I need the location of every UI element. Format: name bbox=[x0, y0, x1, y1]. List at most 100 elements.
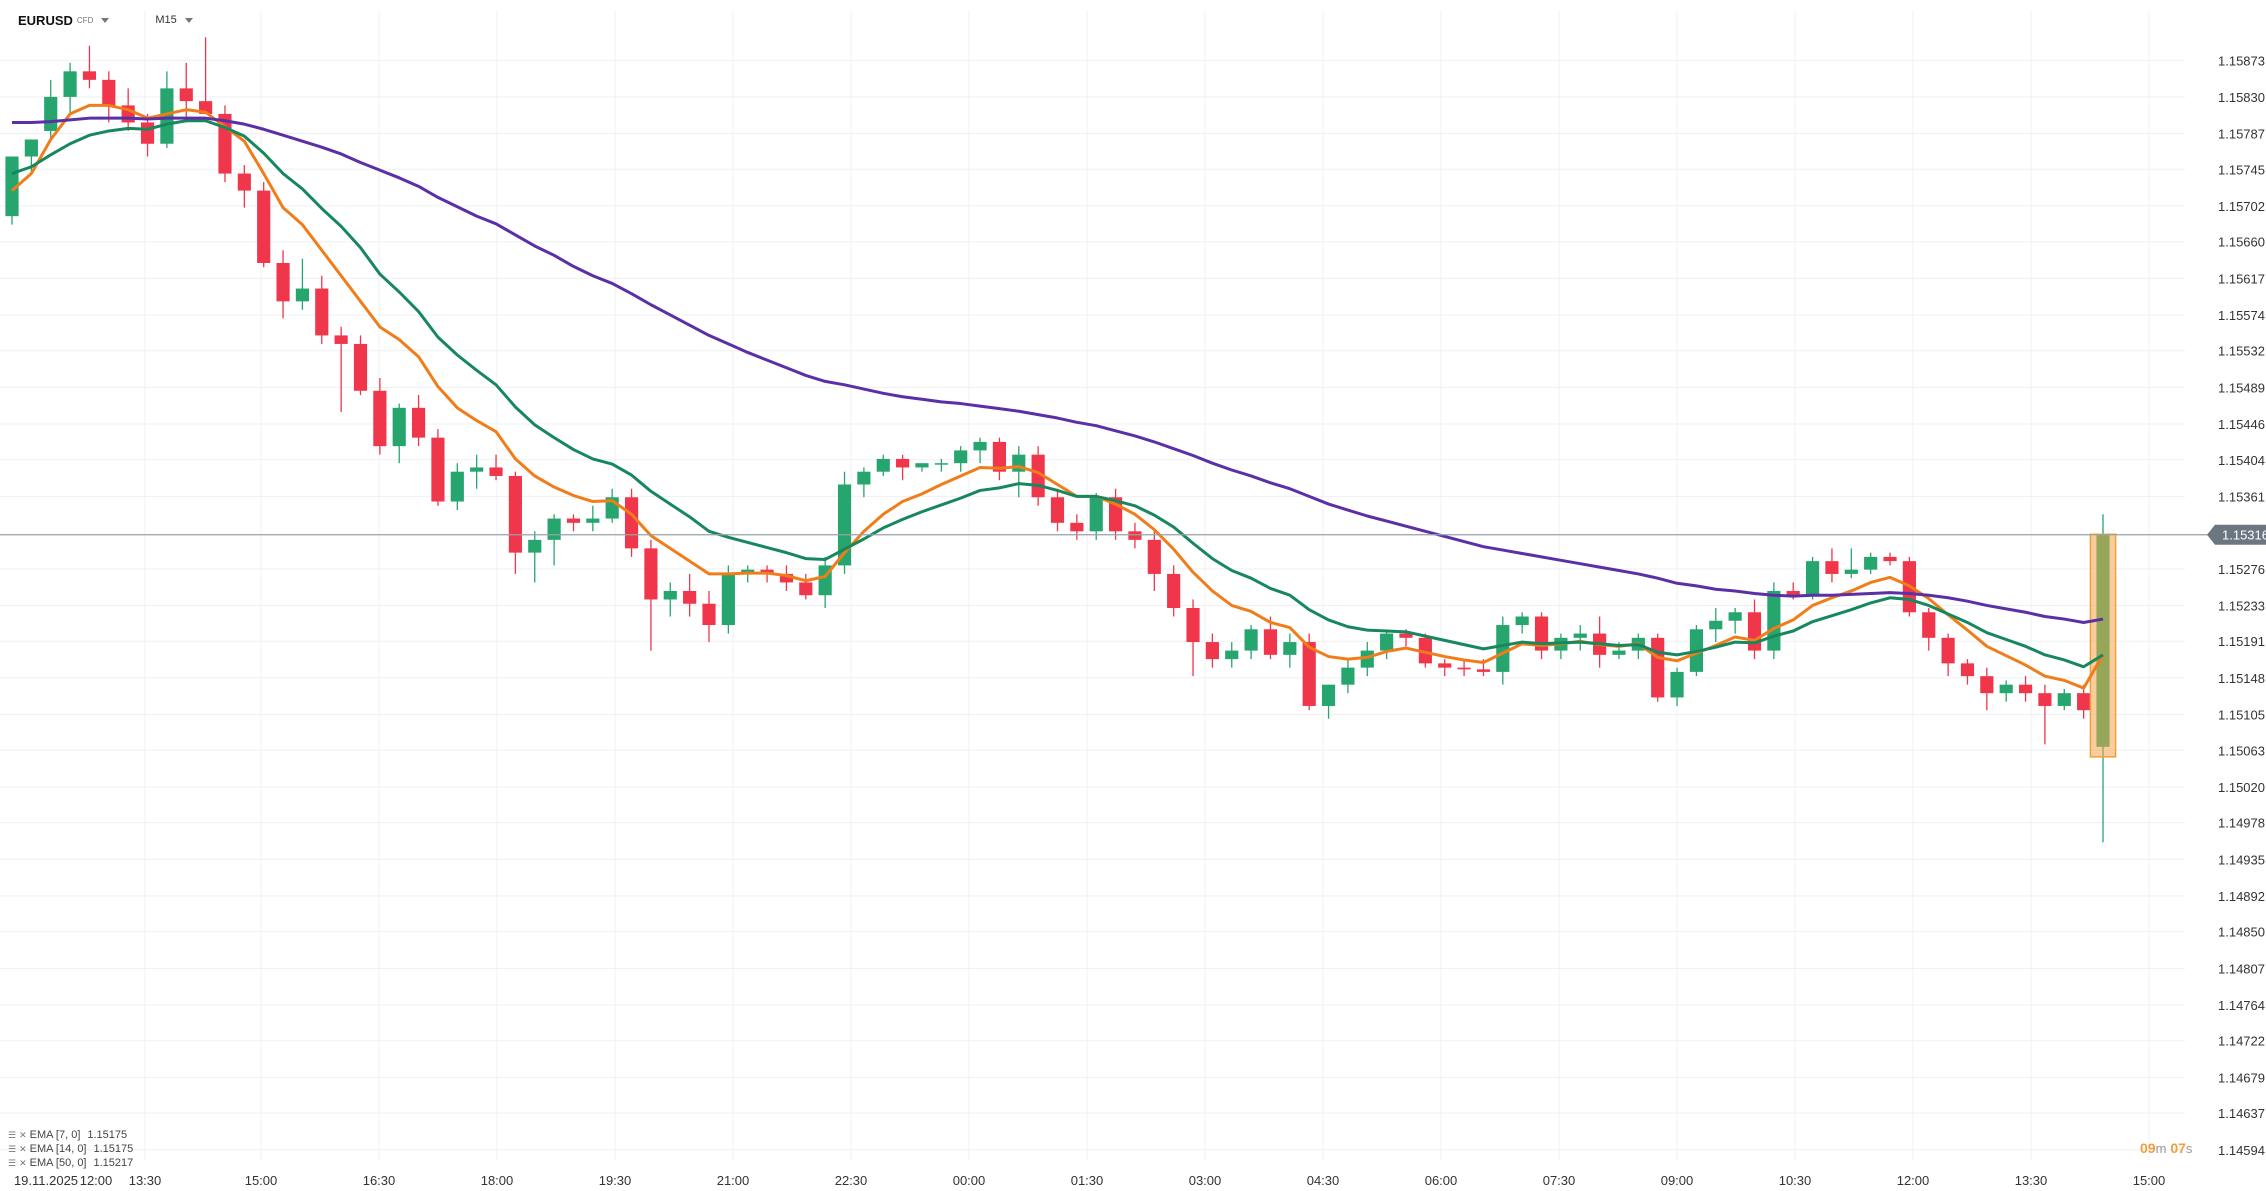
indicator-legend: ☰ ✕ EMA [7, 0] 1.15175 ☰ ✕ EMA [14, 0] 1… bbox=[8, 1128, 133, 1170]
legend-ema-7[interactable]: ☰ ✕ EMA [7, 0] 1.15175 bbox=[8, 1128, 133, 1142]
candle-body bbox=[528, 539, 542, 553]
candle-body bbox=[1999, 684, 2013, 694]
candle-body bbox=[1302, 642, 1316, 706]
candle-body bbox=[1438, 663, 1452, 668]
settings-icon[interactable]: ☰ bbox=[8, 1130, 17, 1140]
y-tick-label: 1.15446 bbox=[2218, 417, 2265, 432]
timeframe-dropdown-icon[interactable] bbox=[184, 17, 193, 23]
candle-body bbox=[566, 518, 581, 523]
current-price-tag bbox=[2207, 524, 2266, 545]
candle-body bbox=[1128, 531, 1142, 540]
candle-body bbox=[915, 463, 929, 468]
y-tick-label: 1.15191 bbox=[2218, 634, 2265, 649]
current-price-label: 1.15316 bbox=[2222, 528, 2266, 543]
y-tick-label: 1.15020 bbox=[2218, 780, 2265, 795]
x-tick-label: 13:30 bbox=[2015, 1173, 2048, 1188]
candle-body bbox=[1709, 620, 1723, 630]
x-tick-label: 09:00 bbox=[1661, 1173, 1694, 1188]
y-tick-label: 1.15830 bbox=[2218, 90, 2265, 105]
y-tick-label: 1.14807 bbox=[2218, 961, 2265, 976]
legend-ema-14[interactable]: ☰ ✕ EMA [14, 0] 1.15175 bbox=[8, 1142, 133, 1156]
y-tick-label: 1.14764 bbox=[2218, 998, 2265, 1013]
timer-min-unit: m bbox=[2155, 1141, 2167, 1156]
x-tick-label: 10:30 bbox=[1779, 1173, 1812, 1188]
settings-icon[interactable]: ☰ bbox=[8, 1144, 17, 1154]
close-icon[interactable]: ✕ bbox=[19, 1158, 27, 1168]
y-tick-label: 1.15787 bbox=[2218, 127, 2265, 142]
candle-body bbox=[1980, 676, 1994, 694]
candle-body bbox=[295, 288, 309, 302]
x-tick-label: 18:00 bbox=[481, 1173, 514, 1188]
candle-body bbox=[1147, 539, 1161, 574]
symbol-label[interactable]: EURUSD bbox=[18, 12, 73, 28]
candle-body bbox=[1089, 497, 1103, 532]
candle-body bbox=[702, 603, 716, 626]
candle-body bbox=[1205, 642, 1219, 660]
y-tick-label: 1.14637 bbox=[2218, 1106, 2265, 1121]
candle-body bbox=[24, 139, 38, 157]
timeframe-label[interactable]: M15 bbox=[155, 14, 177, 26]
candle-body bbox=[2077, 693, 2091, 711]
candle-body bbox=[63, 71, 77, 97]
y-tick-label: 1.15745 bbox=[2218, 162, 2265, 177]
candle-body bbox=[1380, 633, 1394, 651]
y-tick-label: 1.15404 bbox=[2218, 453, 2265, 468]
candle-body bbox=[1457, 667, 1471, 670]
candle-body bbox=[954, 450, 968, 464]
candle-body bbox=[1476, 669, 1491, 672]
chart-header: EURUSD CFD M15 bbox=[18, 10, 193, 30]
current-candle-highlight bbox=[2089, 533, 2117, 758]
candle-body bbox=[1806, 561, 1820, 596]
x-tick-label: 12:00 bbox=[1897, 1173, 1930, 1188]
y-tick-label: 1.14978 bbox=[2218, 816, 2265, 831]
y-tick-label: 1.15233 bbox=[2218, 598, 2265, 613]
candle-body bbox=[1263, 629, 1278, 655]
y-tick-label: 1.14850 bbox=[2218, 925, 2265, 940]
y-tick-label: 1.14679 bbox=[2218, 1070, 2265, 1085]
y-tick-label: 1.14594 bbox=[2218, 1143, 2265, 1158]
candle-body bbox=[1496, 625, 1510, 672]
candle-body bbox=[1418, 637, 1432, 664]
candle-body bbox=[2018, 684, 2033, 694]
y-tick-label: 1.14722 bbox=[2218, 1034, 2265, 1049]
timer-minutes: 09 bbox=[2140, 1140, 2156, 1156]
y-tick-label: 1.15361 bbox=[2218, 489, 2265, 504]
candle-body bbox=[140, 122, 155, 144]
candle-body bbox=[160, 88, 174, 144]
x-tick-label: 04:30 bbox=[1307, 1173, 1340, 1188]
timer-sec-unit: s bbox=[2185, 1141, 2193, 1156]
close-icon[interactable]: ✕ bbox=[19, 1144, 27, 1154]
legend-label: EMA [14, 0] bbox=[29, 1143, 87, 1155]
candle-body bbox=[489, 467, 503, 476]
candle-body bbox=[973, 441, 987, 451]
candle-body bbox=[857, 471, 871, 485]
candle-body bbox=[102, 79, 116, 106]
candle-body bbox=[1747, 612, 1762, 651]
candle-body bbox=[1244, 629, 1258, 651]
candle-body bbox=[1786, 590, 1800, 596]
y-tick-label: 1.15617 bbox=[2218, 271, 2265, 286]
y-tick-label: 1.15702 bbox=[2218, 199, 2265, 214]
settings-icon[interactable]: ☰ bbox=[8, 1158, 17, 1168]
symbol-dropdown-icon[interactable] bbox=[101, 17, 110, 23]
candle-body bbox=[1515, 616, 1529, 626]
timer-seconds: 07 bbox=[2170, 1140, 2186, 1156]
candle-body bbox=[663, 590, 677, 600]
x-tick-label: 19:30 bbox=[599, 1173, 632, 1188]
candle-body bbox=[1922, 612, 1936, 638]
candle-body bbox=[412, 407, 426, 438]
x-tick-label: 12:00 bbox=[80, 1173, 113, 1188]
y-tick-label: 1.15105 bbox=[2218, 707, 2265, 722]
ema-line bbox=[11, 119, 2104, 669]
legend-ema-50[interactable]: ☰ ✕ EMA [50, 0] 1.15217 bbox=[8, 1156, 133, 1170]
close-icon[interactable]: ✕ bbox=[19, 1130, 27, 1140]
candle-body bbox=[1960, 663, 1975, 677]
candle-body bbox=[373, 390, 387, 447]
x-tick-label: 16:30 bbox=[363, 1173, 396, 1188]
candle-body bbox=[1321, 684, 1336, 706]
candle-body bbox=[1651, 637, 1665, 698]
x-tick-label: 06:00 bbox=[1425, 1173, 1458, 1188]
y-tick-label: 1.15489 bbox=[2218, 380, 2265, 395]
